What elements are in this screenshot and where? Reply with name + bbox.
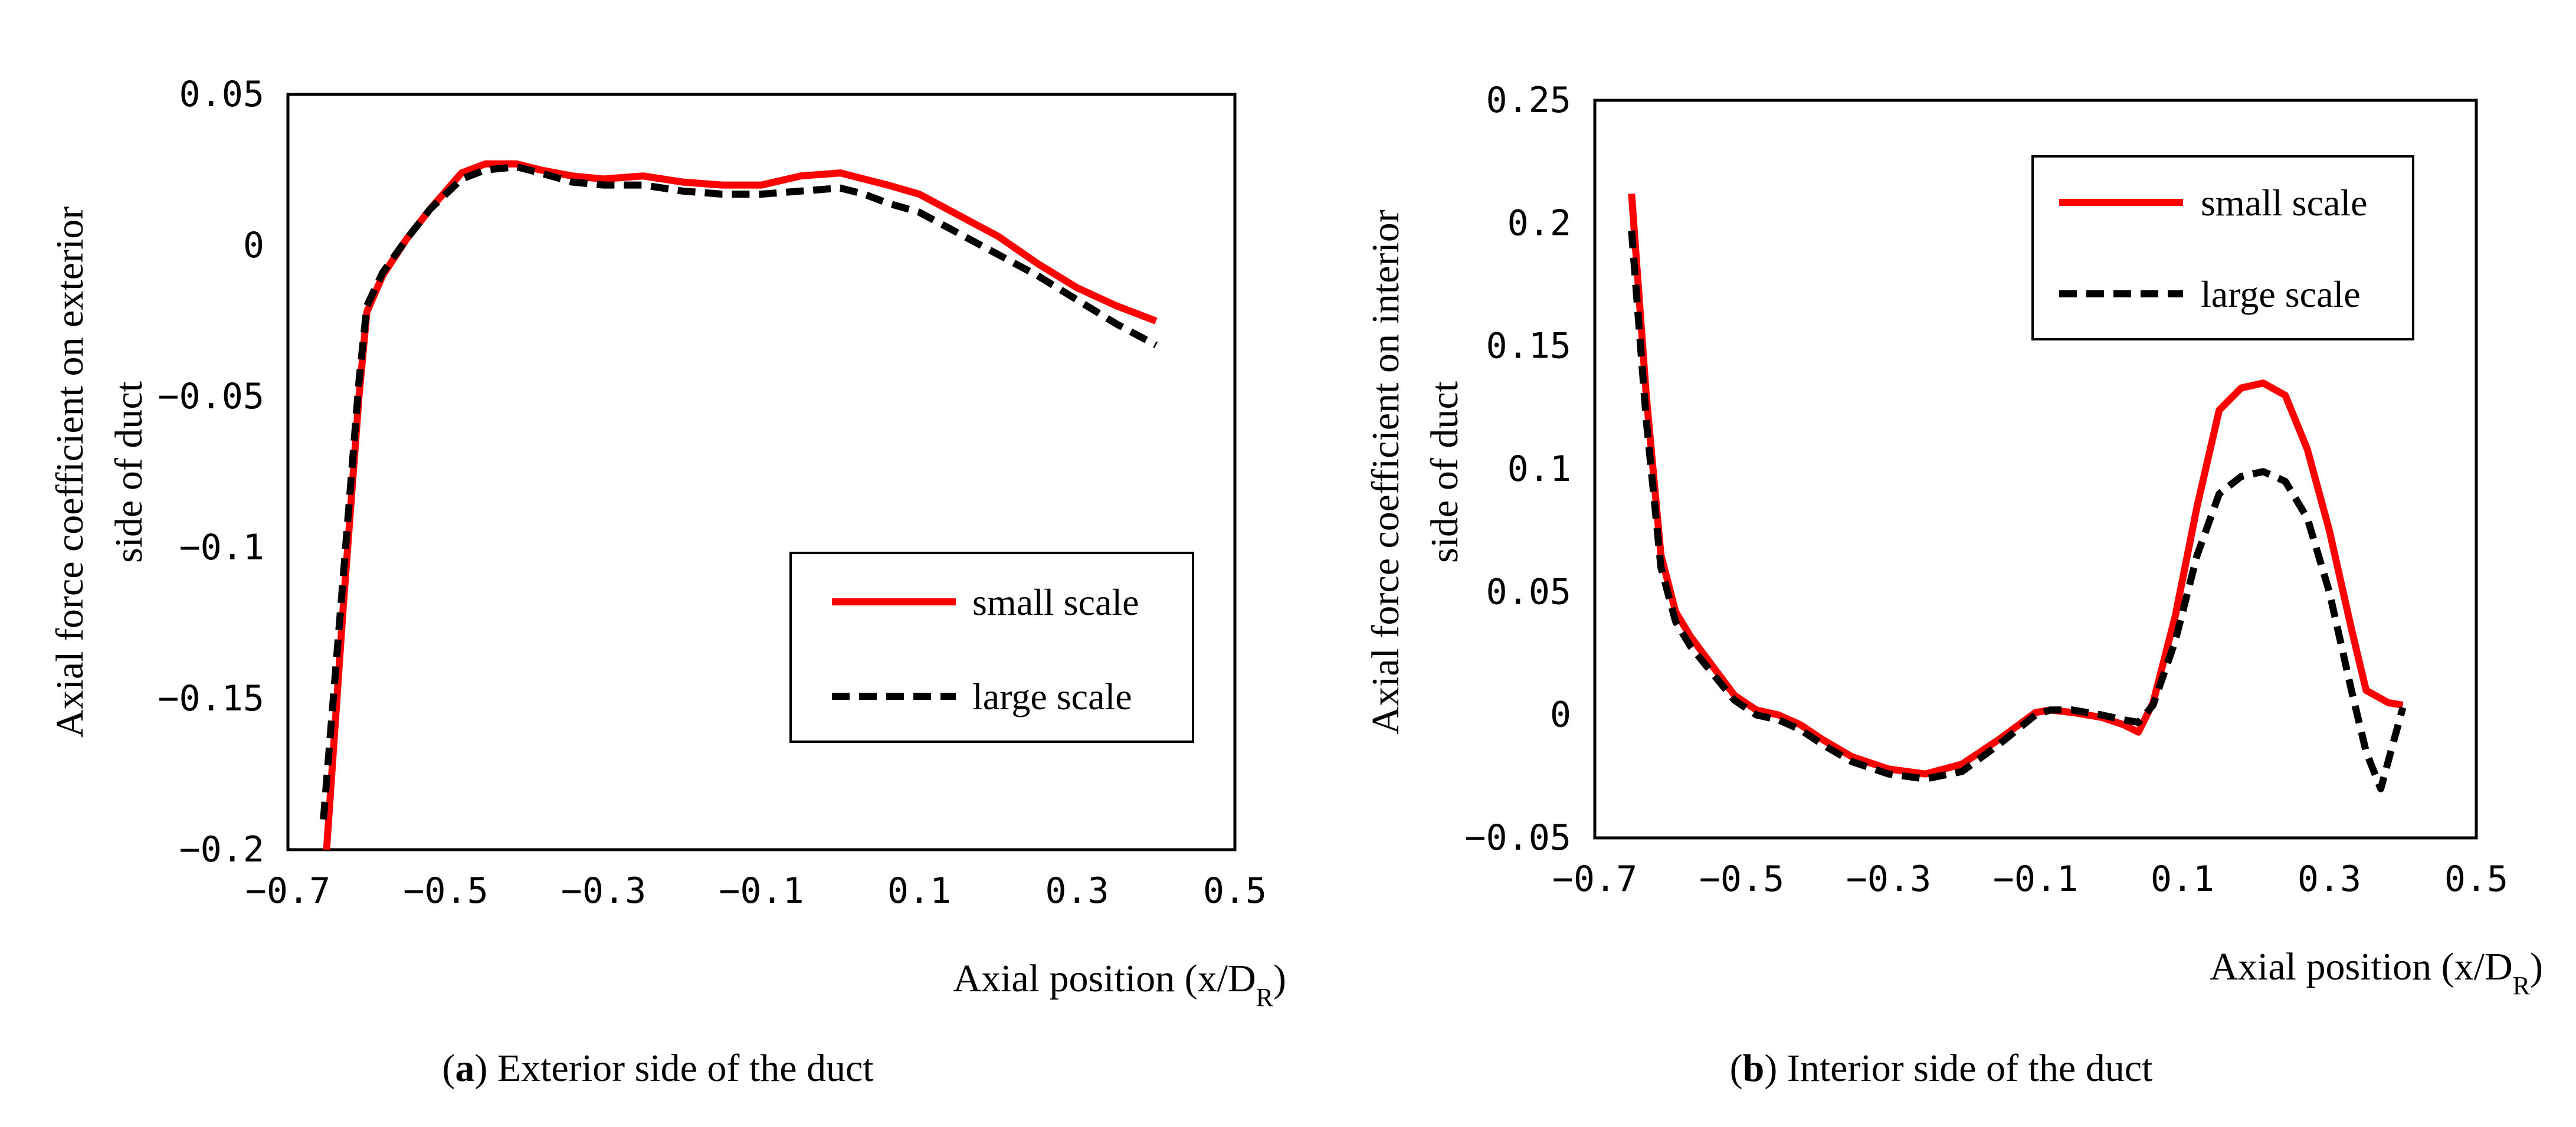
x-tick-label-b-4: 0.1 [2151,859,2214,900]
caption-a: (a) Exterior side of the duct [442,1047,873,1090]
legend-label-large-scale-b: large scale [2201,273,2361,315]
x-tick-label-a-6: 0.5 [1203,870,1267,912]
x-axis-title-b-sub: R [2513,971,2531,1000]
series-line-small-scale-a [323,160,1158,850]
y-axis-title-a-line1: Axial force coefficient on exterior [48,207,91,738]
legend-label-small-scale-b: small scale [2201,182,2368,224]
x-axis-title-b-end: ) [2530,945,2543,988]
y-tick-label-a-3: −0.1 [179,527,265,568]
y-tick-label-b-3: 0.1 [1507,448,1571,490]
y-tick-label-b-2: 0.15 [1486,326,1572,367]
y-axis-title-b-line2: side of duct [1423,381,1466,563]
x-ticks-b: −0.7 −0.5 −0.3 −0.1 0.1 0.3 0.5 [1552,859,2508,900]
x-axis-title-a-sub: R [1256,983,1274,1012]
series-line-large-scale-b [1628,230,2407,792]
y-tick-label-b-0: 0.25 [1486,80,1572,121]
plot-frame-a [286,93,1237,851]
legend-b: small scale large scale [2031,155,2414,340]
legend-box-b [2031,155,2414,340]
y-tick-label-a-5: −0.2 [179,829,265,870]
series-line-large-scale-a [320,163,1158,820]
series-a [320,160,1158,850]
caption-b-letter: b [1743,1047,1765,1090]
y-tick-label-b-4: 0.05 [1486,571,1572,612]
panel-a: 0.05 0 −0.05 −0.1 −0.15 −0.2 −0.7 −0.5 −0.3 −0.1… [48,74,1286,1090]
y-tick-label-a-4: −0.15 [158,678,264,719]
x-tick-label-b-6: 0.5 [2444,859,2508,900]
y-tick-label-b-6: −0.05 [1464,817,1571,859]
caption-b-text: Interior side of the duct [1777,1047,2152,1090]
y-tick-label-a-1: 0 [243,225,264,266]
panel-b: 0.250.20.150.10.050−0.05 −0.7 −0.5 −0.3 −0.… [1364,80,2543,1090]
caption-b: (b) Interior side of the duct [1730,1047,2153,1090]
legend-label-large-scale-a: large scale [972,676,1132,718]
x-tick-label-a-2: −0.3 [561,870,647,912]
legend-box-a [789,552,1194,743]
legend-a: small scale large scale [789,552,1194,743]
plot-frame-b [1593,99,2478,840]
y-tick-label-a-0: 0.05 [179,74,265,115]
x-tick-label-b-5: 0.3 [2298,859,2361,900]
y-ticks-b: 0.25 0.2 0.15 0.1 0.05 0 −0.05 [1464,80,1571,859]
y-tick-label-a-2: −0.05 [158,376,264,417]
x-tick-label-b-0: −0.7 [1552,859,1638,900]
x-axis-title-b-main: Axial position (x/D [2210,945,2512,988]
y-tick-label-b-1: 0.2 [1507,202,1571,244]
y-axis-title-b-line1: Axial force coefficient on interior [1364,209,1407,734]
x-tick-label-b-3: −0.1 [1993,859,2079,900]
y-axis-title-a-line2: side of duct [107,381,150,563]
x-axis-title-b: Axial position (x/DR) [2210,945,2543,1000]
x-ticks-a: −0.7 −0.5 −0.3 −0.1 0.1 0.3 0.5 [245,870,1267,912]
x-tick-label-a-5: 0.3 [1045,870,1109,912]
x-tick-label-b-1: −0.5 [1699,859,1785,900]
legend-label-small-scale-a: small scale [972,581,1139,623]
x-tick-label-a-4: 0.1 [887,870,951,912]
caption-a-text: Exterior side of the duct [487,1047,873,1090]
x-tick-label-a-3: −0.1 [719,870,804,912]
y-ticks-a: 0.05 0 −0.05 −0.1 −0.15 −0.2 [158,74,264,870]
x-tick-label-b-2: −0.3 [1846,859,1932,900]
x-tick-label-a-0: −0.7 [245,870,331,912]
x-tick-label-a-1: −0.5 [403,870,489,912]
caption-a-letter: a [455,1047,474,1090]
x-axis-title-a-main: Axial position (x/D [953,957,1256,1000]
y-tick-label-b-5: 0 [1550,694,1571,736]
x-axis-title-a-end: ) [1273,957,1286,1000]
x-axis-title-a: Axial position (x/DR) [953,957,1286,1012]
series-b [1628,193,2407,792]
